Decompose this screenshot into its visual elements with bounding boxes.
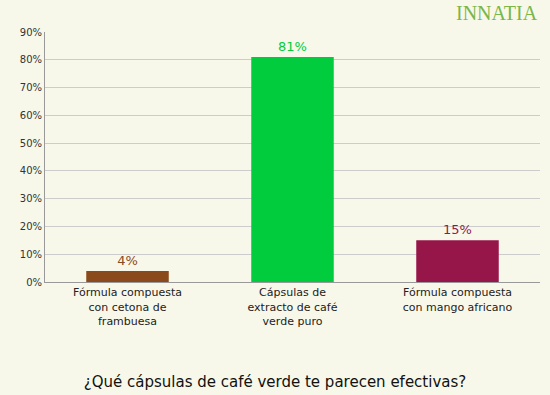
svg-text:Fórmula compuestacon mango afr: Fórmula compuestacon mango africano [403,286,513,313]
svg-text:50%: 50% [20,138,42,149]
svg-text:15%: 15% [443,222,472,237]
svg-text:90%: 90% [20,27,42,38]
svg-text:70%: 70% [20,82,42,93]
svg-text:4%: 4% [117,253,138,268]
svg-text:Fórmula compuestacon cetona de: Fórmula compuestacon cetona deframbuesa [73,286,182,328]
svg-text:80%: 80% [20,54,42,65]
svg-text:40%: 40% [20,165,42,176]
svg-text:10%: 10% [20,249,42,260]
svg-text:Cápsulas deextracto de caféver: Cápsulas deextracto de caféverde puro [248,286,338,328]
svg-text:60%: 60% [20,110,42,121]
svg-text:0%: 0% [26,277,42,288]
svg-text:¿Qué cápsulas de café verde te: ¿Qué cápsulas de café verde te parecen e… [84,373,467,391]
svg-text:INNATIA: INNATIA [456,2,538,24]
svg-text:30%: 30% [20,193,42,204]
svg-text:20%: 20% [20,221,42,232]
svg-text:81%: 81% [278,39,307,54]
